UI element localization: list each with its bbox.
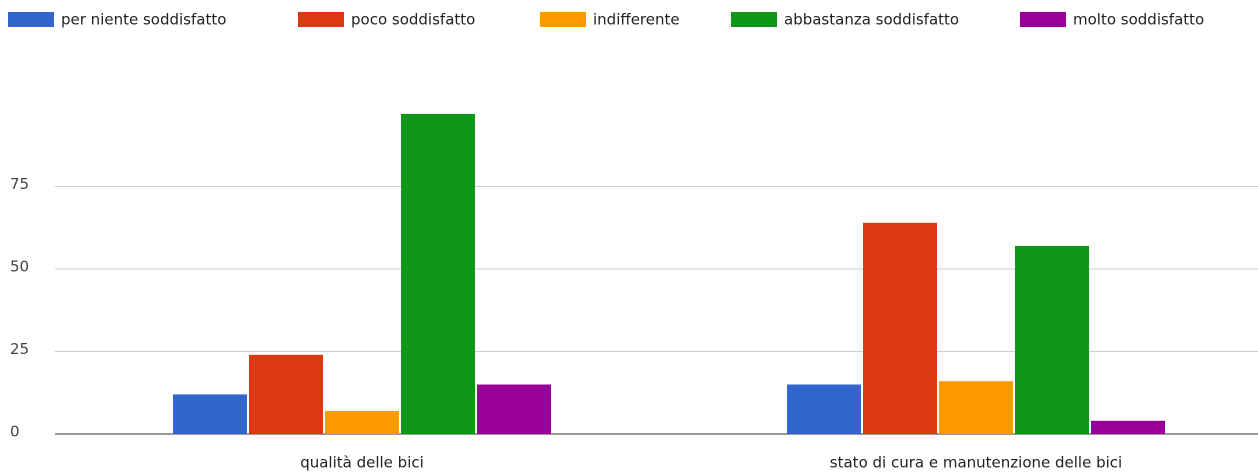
y-tick-label: 25 [10,340,29,358]
bar [477,384,551,434]
bar [1015,245,1089,434]
bar [249,354,323,434]
y-tick-label: 75 [10,175,29,193]
bar [1091,420,1165,434]
legend-label: indifferente [593,11,680,29]
y-tick-label: 50 [10,258,29,276]
bar [173,394,247,434]
legend-label: per niente soddisfatto [61,11,226,29]
x-tick-label: stato di cura e manutenzione delle bici [830,454,1122,472]
legend-label: abbastanza soddisfatto [784,11,959,29]
bar [787,384,861,434]
legend-swatch [1020,12,1066,27]
legend-label: molto soddisfatto [1073,11,1204,29]
bar [939,381,1013,434]
legend-swatch [540,12,586,27]
bar [401,113,475,435]
legend-swatch [731,12,777,27]
legend-swatch [8,12,54,27]
legend-swatch [298,12,344,27]
bar [325,410,399,434]
legend-label: poco soddisfatto [351,11,475,29]
x-tick-label: qualità delle bici [300,454,424,472]
bar [863,222,937,434]
y-tick-label: 0 [10,423,20,441]
